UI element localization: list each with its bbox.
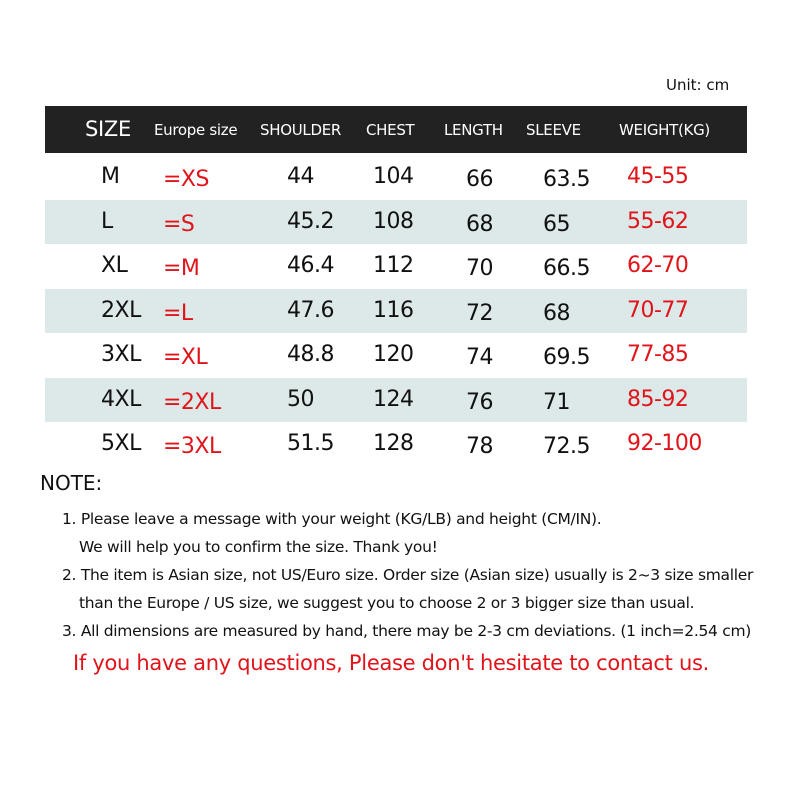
cell-chest: 120 [373,342,414,367]
cell-weight: 70-77 [627,297,689,323]
cell-weight: 62-70 [627,253,689,278]
cell-weight: 45-55 [627,164,689,189]
cell-shoulder: 48.8 [287,342,334,367]
note-1: 1. Please leave a message with your weig… [62,510,602,528]
cell-size: 4XL [101,386,141,412]
table-row: 5XL =3XL 51.5 128 78 72.5 92-100 [45,422,747,467]
cell-weight: 55-62 [627,208,689,234]
cell-shoulder: 47.6 [287,297,334,323]
header-europe-size: Europe size [154,121,238,139]
cell-length: 68 [466,211,494,237]
cell-size: XL [101,253,128,278]
cell-size: 3XL [101,342,141,367]
contact-message: If you have any questions, Please don't … [73,651,709,675]
note-title: NOTE: [40,471,103,495]
cell-size: 5XL [101,431,141,456]
table-row: L =S 45.2 108 68 65 55-62 [45,199,747,244]
cell-europe-size: =L [163,300,193,326]
cell-europe-size: =S [163,211,195,237]
cell-shoulder: 51.5 [287,431,334,456]
unit-label: Unit: cm [666,76,730,94]
cell-chest: 128 [373,431,414,456]
cell-europe-size: =M [163,256,200,281]
cell-sleeve: 66.5 [543,256,590,281]
cell-length: 76 [466,389,494,415]
cell-chest: 108 [373,208,414,234]
cell-shoulder: 45.2 [287,208,334,234]
cell-sleeve: 69.5 [543,345,590,370]
cell-sleeve: 63.5 [543,167,590,192]
cell-chest: 112 [373,253,414,278]
cell-length: 72 [466,300,494,326]
cell-length: 66 [466,167,494,192]
cell-weight: 92-100 [627,431,702,456]
table-header: SIZE Europe size SHOULDER CHEST LENGTH S… [45,106,747,153]
cell-europe-size: =3XL [163,434,221,459]
cell-europe-size: =2XL [163,389,221,415]
header-length: LENGTH [444,121,503,139]
table-row: 2XL =L 47.6 116 72 68 70-77 [45,288,747,333]
cell-shoulder: 50 [287,386,315,412]
cell-length: 78 [466,434,494,459]
table-row: 3XL =XL 48.8 120 74 69.5 77-85 [45,333,747,378]
note-3: 3. All dimensions are measured by hand, … [62,622,751,640]
cell-sleeve: 71 [543,389,571,415]
cell-chest: 116 [373,297,414,323]
note-2-cont: than the Europe / US size, we suggest yo… [79,594,695,612]
cell-chest: 104 [373,164,414,189]
table-row: M =XS 44 104 66 63.5 45-55 [45,155,747,200]
cell-sleeve: 72.5 [543,434,590,459]
table-row: XL =M 46.4 112 70 66.5 62-70 [45,244,747,289]
header-chest: CHEST [366,121,415,139]
cell-length: 70 [466,256,494,281]
cell-europe-size: =XS [163,167,209,192]
cell-weight: 77-85 [627,342,689,367]
cell-shoulder: 44 [287,164,315,189]
cell-europe-size: =XL [163,345,208,370]
cell-weight: 85-92 [627,386,689,412]
cell-sleeve: 68 [543,300,571,326]
note-2: 2. The item is Asian size, not US/Euro s… [62,566,754,584]
cell-size: 2XL [101,297,141,323]
cell-shoulder: 46.4 [287,253,334,278]
header-sleeve: SLEEVE [526,121,581,139]
header-shoulder: SHOULDER [260,121,341,139]
cell-chest: 124 [373,386,414,412]
table-row: 4XL =2XL 50 124 76 71 85-92 [45,377,747,422]
cell-size: M [101,164,120,189]
cell-sleeve: 65 [543,211,571,237]
header-size: SIZE [85,117,131,141]
cell-size: L [101,208,113,234]
header-weight: WEIGHT(KG) [619,121,710,139]
note-1-cont: We will help you to confirm the size. Th… [79,538,438,556]
cell-length: 74 [466,345,494,370]
